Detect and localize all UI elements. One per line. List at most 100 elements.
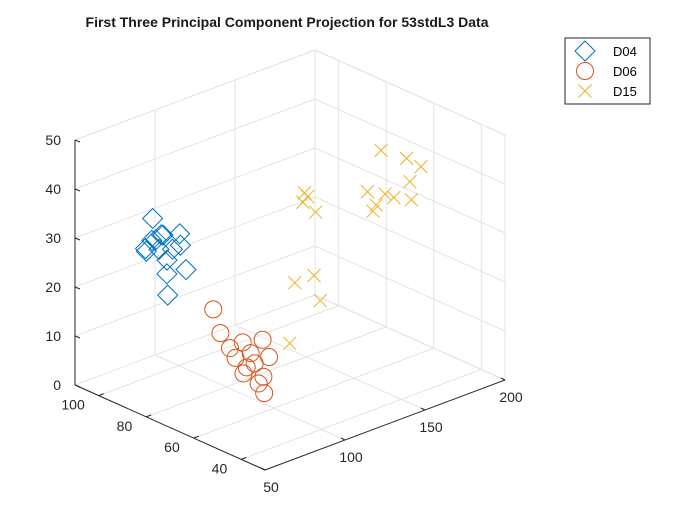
grid-line [74, 294, 316, 386]
legend-marker-d15 [578, 84, 592, 98]
x-axis [264, 379, 506, 471]
point-d04 [156, 284, 179, 306]
point-d04 [134, 237, 157, 260]
grid-line [193, 347, 434, 439]
point-d04 [152, 224, 174, 246]
grid-line [98, 305, 339, 397]
legend-label: D06 [613, 64, 637, 79]
y-tick-label: 60 [164, 439, 180, 455]
legend-label: D04 [613, 44, 637, 59]
point-d06 [253, 330, 272, 349]
point-d04 [168, 223, 191, 245]
point-d15 [378, 187, 392, 201]
point-d15 [404, 192, 419, 207]
x-tick-label: 200 [499, 389, 523, 405]
grid-line [74, 245, 316, 337]
point-d06 [260, 348, 278, 366]
grid-edge [74, 49, 316, 141]
point-d06 [226, 348, 245, 367]
grid-line [314, 196, 506, 283]
legend-marker-d04 [574, 40, 596, 62]
z-tick-mark [74, 188, 81, 192]
z-tick-mark [74, 384, 81, 388]
point-d06 [254, 367, 273, 386]
y-axis [74, 384, 266, 471]
point-d15 [308, 205, 323, 220]
grid-line [146, 326, 387, 418]
x-tick-mark [500, 377, 506, 381]
point-d15 [374, 143, 388, 158]
grid [74, 49, 506, 471]
point-d06 [220, 339, 239, 358]
y-tick-mark [146, 414, 152, 418]
point-d04 [156, 263, 178, 285]
z-tick-label: 30 [45, 230, 61, 246]
z-tick-label: 20 [45, 279, 61, 295]
grid-line [74, 98, 316, 190]
z-tick-label: 0 [53, 377, 61, 393]
point-d15 [366, 204, 380, 219]
y-tick-mark [98, 393, 104, 397]
point-d04 [175, 258, 197, 281]
point-d15 [360, 184, 375, 199]
y-tick-label: 80 [117, 418, 133, 434]
legend-box [564, 37, 651, 105]
point-d15 [399, 151, 414, 166]
z-tick-mark [74, 286, 81, 290]
z-tick-label: 10 [45, 328, 61, 344]
x-tick-mark [340, 437, 346, 441]
point-d06 [237, 358, 256, 377]
point-d04 [141, 207, 164, 230]
grid-edge [314, 49, 506, 136]
data-points [134, 143, 428, 403]
point-d15 [307, 268, 321, 283]
x-tick-mark [260, 467, 266, 471]
point-d15 [414, 159, 428, 174]
point-d15 [402, 174, 417, 189]
legend: D04 D06 D15 [564, 37, 651, 105]
grid-line [241, 368, 482, 460]
grid-line [314, 294, 506, 381]
grid-line [314, 98, 506, 185]
point-d04 [169, 234, 192, 256]
point-d06 [255, 384, 274, 403]
z-tick-label: 40 [45, 181, 61, 197]
point-d06 [241, 344, 260, 363]
point-d06 [249, 374, 268, 393]
x-tick-label: 50 [263, 479, 279, 495]
grid-line [314, 147, 506, 234]
point-d06 [234, 364, 253, 383]
x-tick-label: 100 [339, 449, 363, 465]
z-tick-mark [74, 237, 81, 241]
x-tick-label: 150 [419, 419, 443, 435]
point-d15 [287, 275, 302, 290]
y-tick-mark [193, 435, 199, 439]
point-d06 [204, 300, 223, 319]
point-d15 [295, 195, 310, 210]
y-tick-label: 40 [212, 460, 228, 476]
chart-title: First Three Principal Component Projecti… [86, 14, 489, 30]
point-d04 [141, 229, 163, 252]
y-tick-mark [241, 456, 247, 460]
point-d06 [233, 333, 252, 352]
grid-line [154, 354, 346, 441]
legend-label: D15 [613, 84, 637, 99]
legend-marker-d06 [576, 62, 594, 80]
point-d06 [211, 324, 230, 343]
grid-line [74, 196, 316, 288]
point-d04 [135, 240, 158, 262]
y-tick-label: 100 [61, 397, 85, 413]
point-d15 [386, 190, 401, 205]
point-d15 [313, 293, 328, 308]
grid-line [74, 147, 316, 239]
z-tick-label: 50 [45, 132, 61, 148]
point-d04 [145, 229, 167, 251]
grid-line [314, 245, 506, 332]
point-d15 [300, 189, 315, 204]
z-tick-mark [74, 335, 81, 339]
grid-line [234, 324, 426, 411]
x-tick-mark [420, 407, 426, 411]
point-d04 [156, 249, 178, 271]
